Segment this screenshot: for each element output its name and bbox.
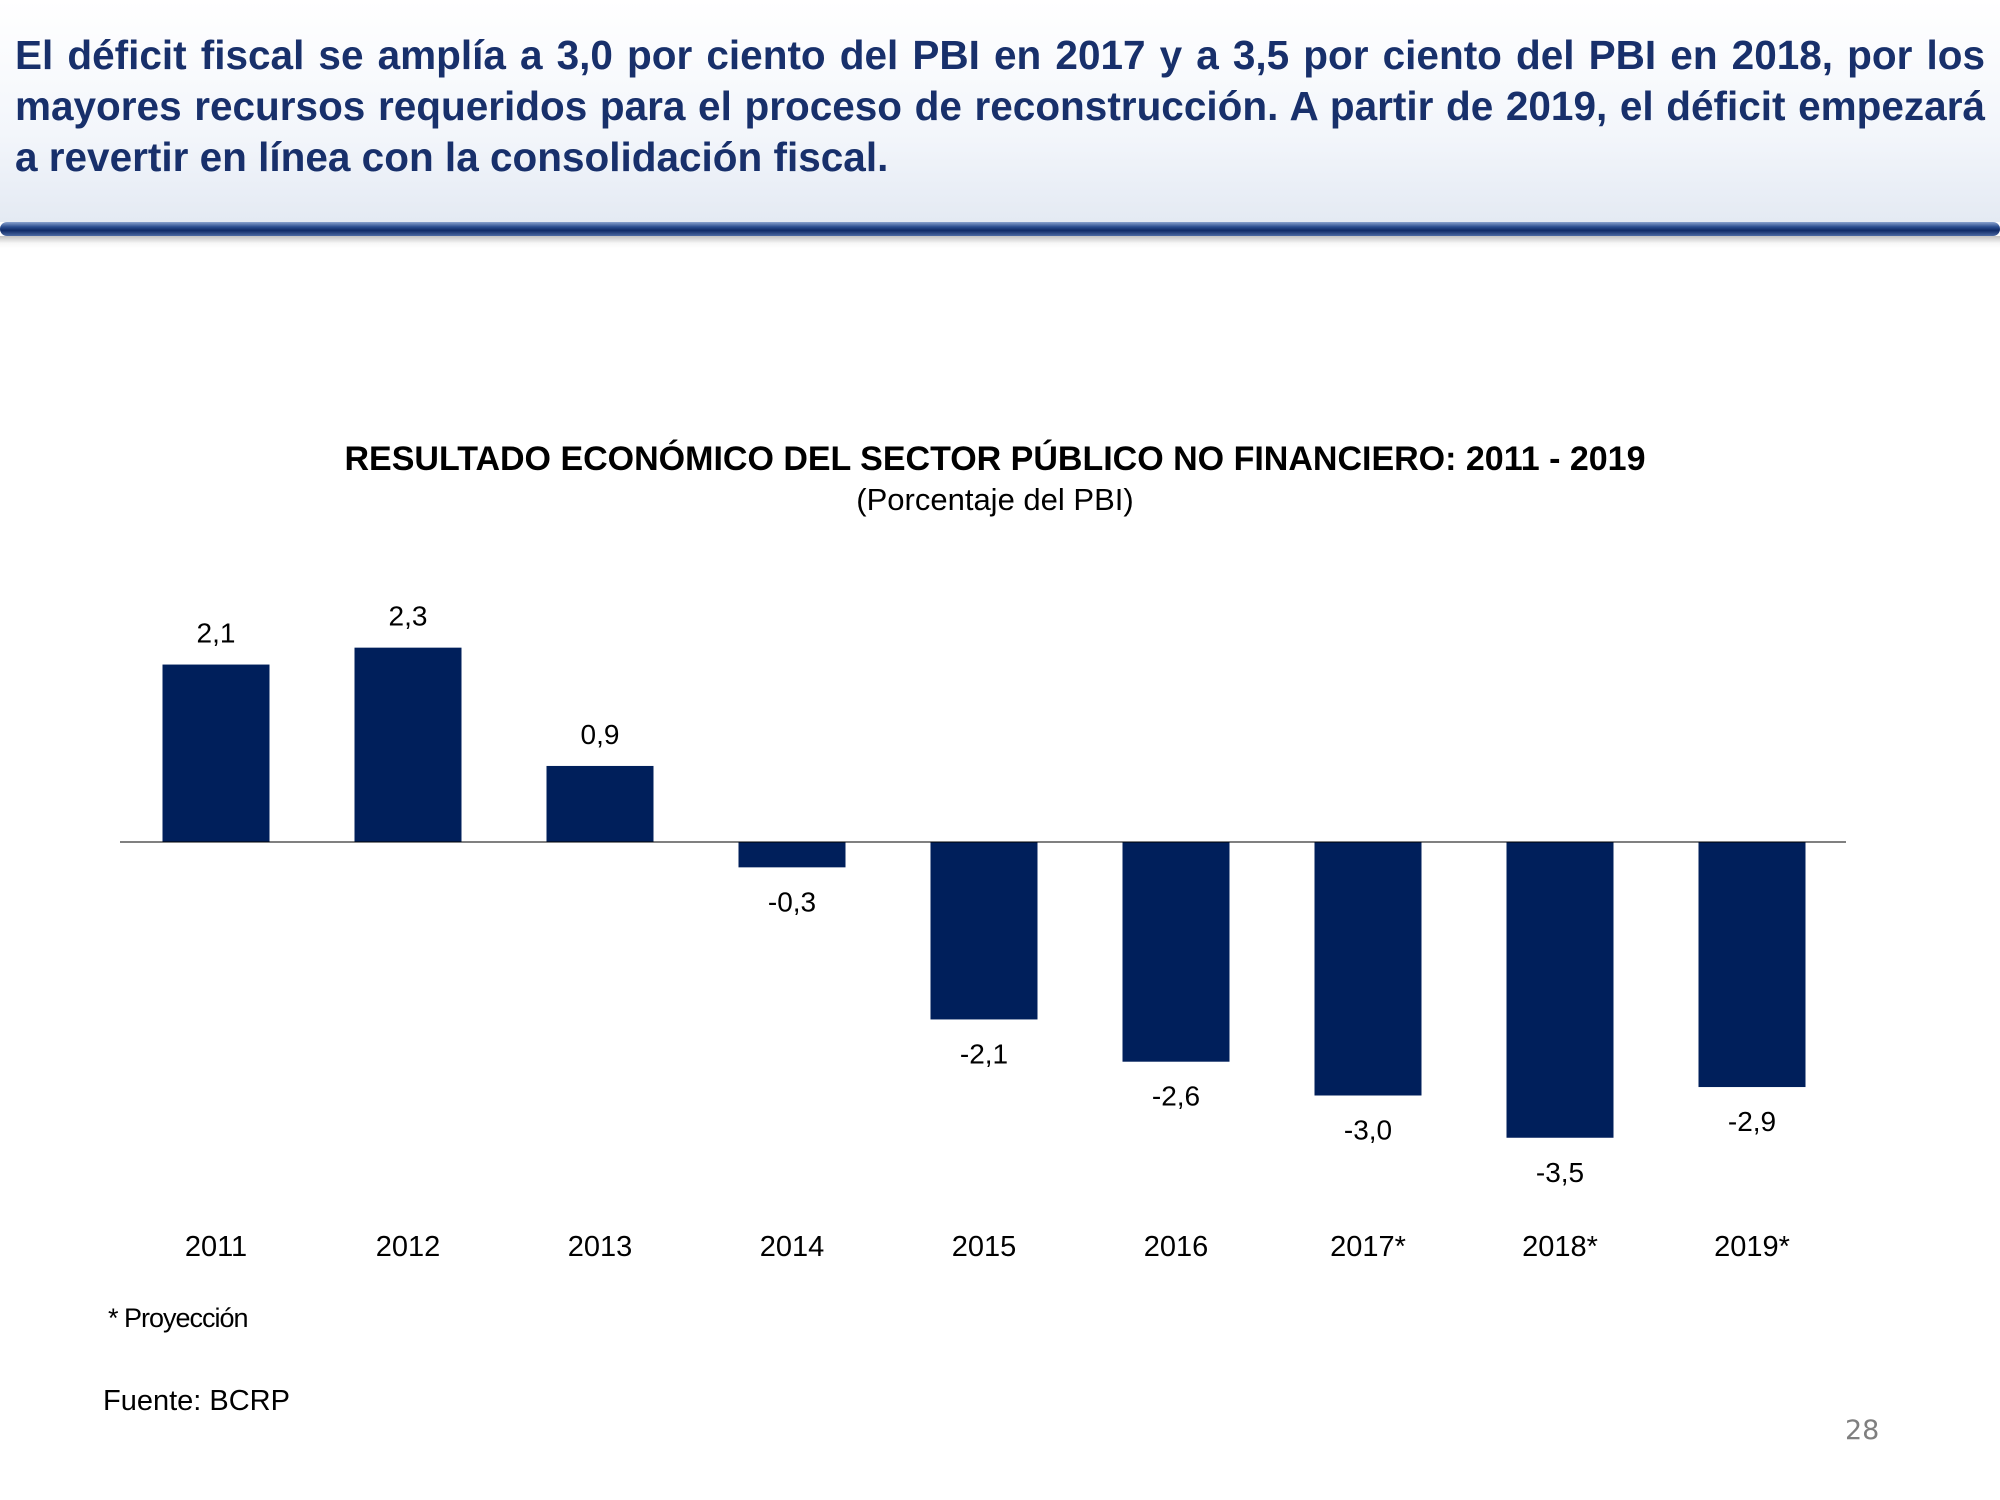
page-number: 28 [1845, 1415, 1880, 1446]
bar-2011 [162, 664, 270, 842]
chart-title: RESULTADO ECONÓMICO DEL SECTOR PÚBLICO N… [344, 440, 1646, 478]
header-band: El déficit fiscal se amplía a 3,0 por ci… [0, 0, 2000, 222]
projection-footnote: * Proyección [108, 1303, 249, 1333]
data-label-2011: 2,1 [197, 618, 236, 649]
bar-2014 [738, 842, 846, 868]
x-tick-label-2015: 2015 [952, 1231, 1017, 1263]
bar-2015 [930, 842, 1038, 1020]
data-label-2018: -3,5 [1536, 1157, 1584, 1188]
chart-subtitle: (Porcentaje del PBI) [856, 482, 1134, 517]
x-tick-label-2013: 2013 [568, 1231, 633, 1263]
bar-2016 [1122, 842, 1230, 1062]
data-label-2014: -0,3 [768, 886, 816, 917]
x-tick-label-2011: 2011 [185, 1231, 247, 1263]
data-label-2016: -2,6 [1152, 1081, 1200, 1112]
data-label-2019: -2,9 [1728, 1106, 1776, 1137]
header-divider [0, 222, 2000, 236]
data-label-2013: 0,9 [581, 719, 620, 750]
x-tick-label-2012: 2012 [376, 1231, 441, 1263]
data-label-2017: -3,0 [1344, 1115, 1392, 1146]
header-divider-shadow [0, 236, 2000, 248]
bar-2013 [546, 765, 654, 842]
bar-2017 [1314, 842, 1422, 1096]
x-tick-label-2019: 2019* [1714, 1231, 1790, 1263]
x-tick-label-2016: 2016 [1144, 1231, 1209, 1263]
x-tick-label-2014: 2014 [760, 1231, 825, 1263]
data-label-2015: -2,1 [960, 1038, 1008, 1069]
bar-2019 [1698, 842, 1806, 1088]
bar-2012 [354, 647, 462, 842]
bar-2018 [1506, 842, 1614, 1138]
headline: El déficit fiscal se amplía a 3,0 por ci… [15, 32, 1985, 180]
x-tick-label-2018: 2018* [1522, 1231, 1598, 1263]
source-note: Fuente: BCRP [103, 1385, 290, 1417]
data-label-2012: 2,3 [389, 601, 428, 632]
x-tick-label-2017: 2017* [1330, 1231, 1406, 1263]
